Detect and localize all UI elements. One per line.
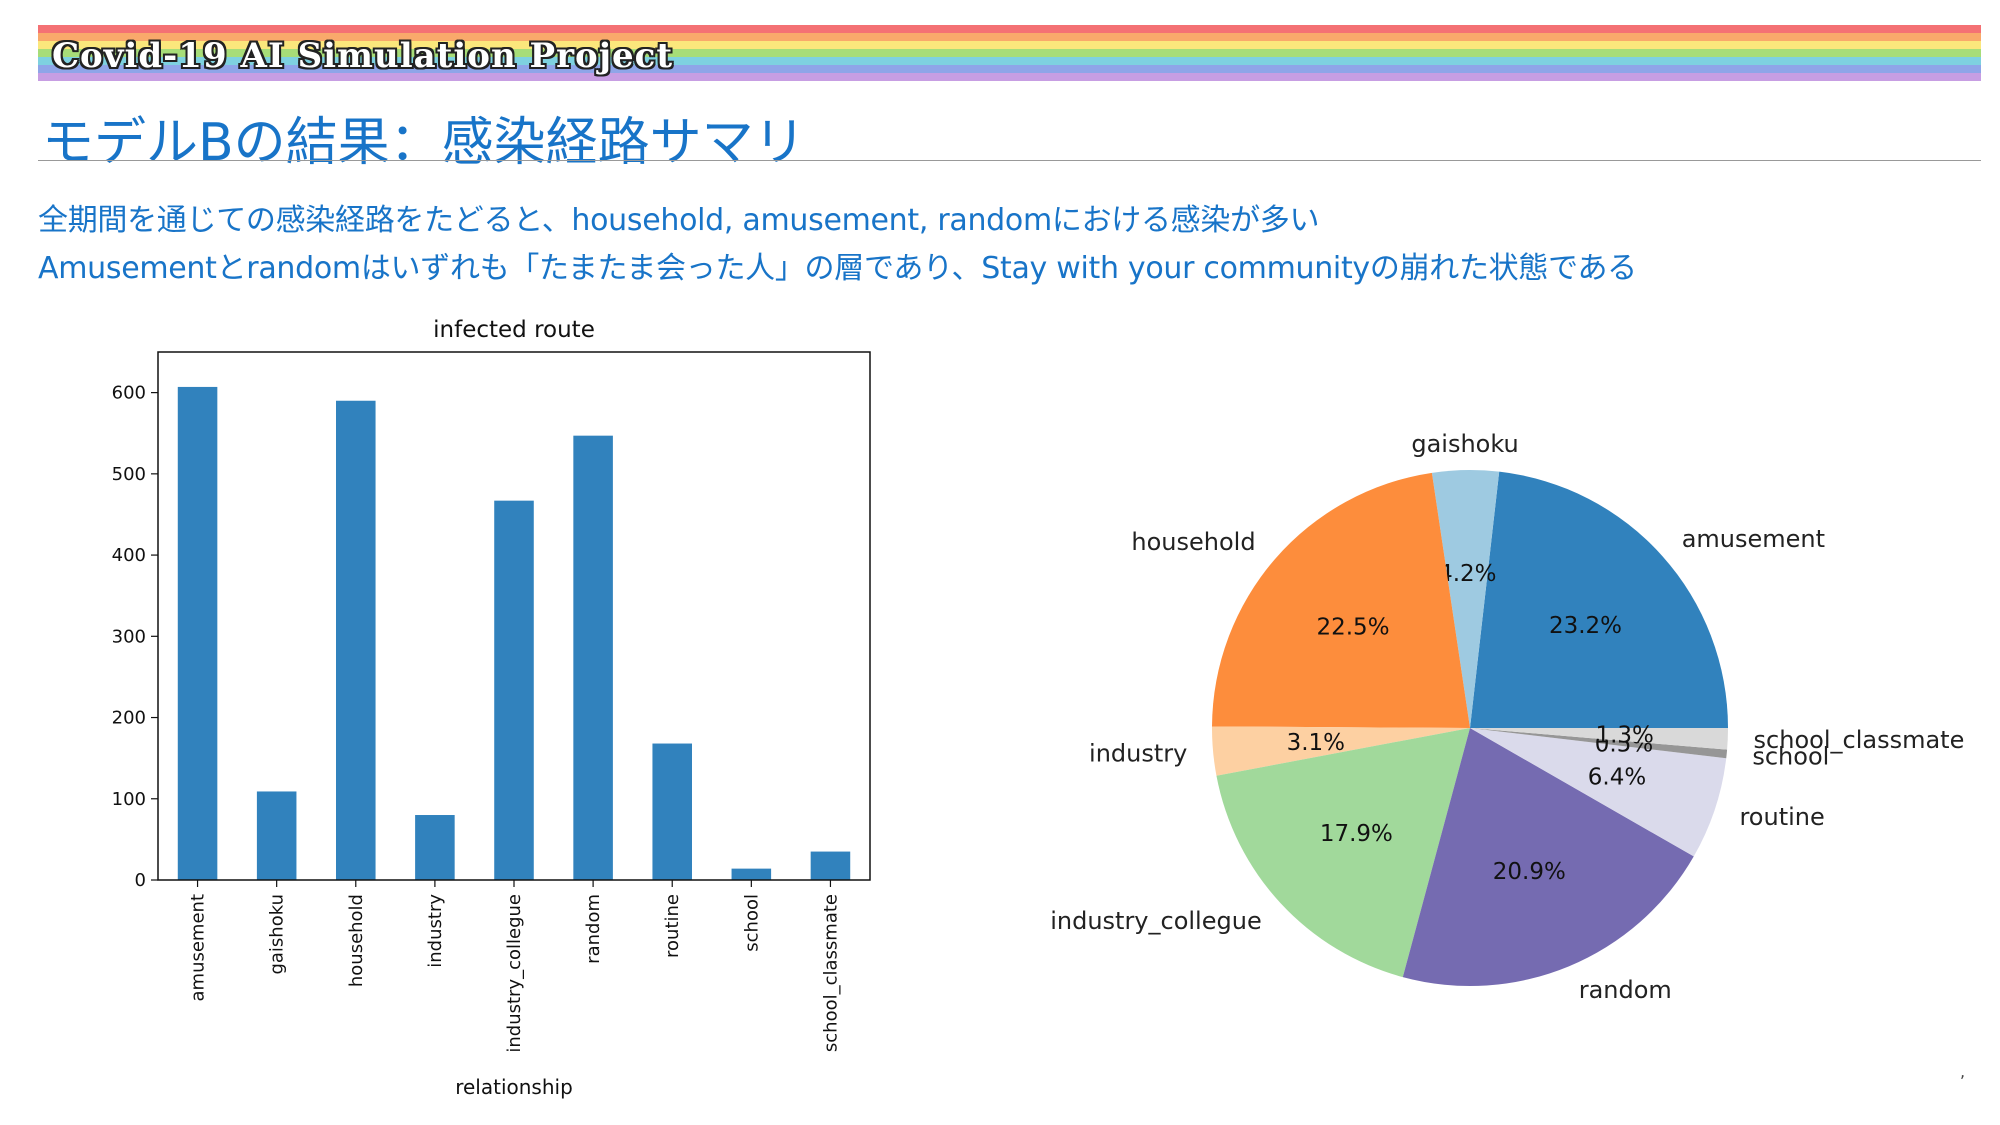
bar-chart-title: infected route bbox=[433, 317, 595, 343]
pie-label-school_classmate: school_classmate bbox=[1754, 726, 1965, 754]
y-tick-label: 100 bbox=[112, 789, 146, 810]
bar-school bbox=[731, 868, 772, 880]
y-tick-label: 600 bbox=[112, 383, 146, 404]
rainbow-stripe bbox=[38, 57, 1981, 65]
bar-school_classmate bbox=[810, 851, 851, 880]
x-tick-label-industry: industry bbox=[425, 894, 446, 968]
pie-label-amusement: amusement bbox=[1682, 525, 1825, 553]
slide-title: モデルBの結果：感染経路サマリ bbox=[42, 113, 806, 173]
pie-label-school: school bbox=[1752, 743, 1829, 771]
x-tick-label-routine: routine bbox=[662, 894, 683, 958]
bar-industry_collegue bbox=[494, 500, 534, 880]
x-axis-label: relationship bbox=[455, 1075, 573, 1099]
x-tick-label-gaishoku: gaishoku bbox=[267, 894, 288, 975]
bar-chart: infected route amusement gaishoku household… bbox=[112, 317, 871, 1099]
x-tick-label-school: school bbox=[741, 894, 762, 952]
slice-school_classmate bbox=[1470, 728, 1728, 750]
pie-pct-gaishoku: 4.2% bbox=[1438, 561, 1496, 587]
pie-pct-school_classmate: 1.3% bbox=[1595, 723, 1653, 749]
x-tick-label-industry_collegue: industry_collegue bbox=[504, 894, 525, 1053]
slice-gaishoku bbox=[1431, 470, 1500, 728]
rainbow-stripe bbox=[38, 25, 1981, 33]
slice-industry bbox=[1211, 726, 1470, 776]
pie-pct-school: 0.5% bbox=[1595, 732, 1653, 758]
bar-household bbox=[336, 400, 376, 880]
pie-pct-industry_collegue: 17.9% bbox=[1320, 821, 1393, 847]
rainbow-stripe bbox=[38, 41, 1981, 49]
title-divider bbox=[38, 160, 1981, 161]
pie-label-industry: industry bbox=[1089, 740, 1187, 768]
project-title: Covid-19 AI Simulation Project bbox=[52, 36, 674, 76]
slice-industry_collegue bbox=[1216, 728, 1470, 978]
rainbow-stripe bbox=[38, 33, 1981, 41]
pie-label-household: household bbox=[1131, 528, 1255, 556]
rainbow-stripe bbox=[38, 73, 1981, 81]
rainbow-stripe bbox=[38, 65, 1981, 73]
y-tick-label: 500 bbox=[112, 464, 146, 485]
pie-pct-random: 20.9% bbox=[1493, 859, 1566, 885]
bar-random bbox=[573, 435, 613, 880]
y-tick-label: 300 bbox=[112, 626, 146, 647]
pie-label-industry_collegue: industry_collegue bbox=[1050, 907, 1262, 935]
corner-mark: , bbox=[1960, 1062, 1966, 1081]
y-tick-label: 400 bbox=[112, 545, 146, 566]
y-tick-label: 0 bbox=[135, 870, 146, 891]
bar-routine bbox=[652, 743, 692, 880]
slice-routine bbox=[1470, 728, 1727, 857]
plot-frame bbox=[157, 351, 871, 881]
slice-amusement bbox=[1470, 471, 1728, 728]
x-tick-label-amusement: amusement bbox=[188, 894, 209, 1002]
summary-line-1: 全期間を通じての感染経路をたどると、household, amusement, … bbox=[38, 203, 1320, 238]
x-tick-label-random: random bbox=[583, 894, 604, 964]
bar-industry bbox=[415, 815, 455, 880]
summary-line-2: Amusementとrandomはいずれも「たまたま会った人」の層であり、Sta… bbox=[38, 251, 1637, 286]
pie-label-random: random bbox=[1579, 976, 1672, 1004]
pie-label-gaishoku: gaishoku bbox=[1411, 430, 1518, 458]
bar-gaishoku bbox=[256, 791, 297, 880]
rainbow-banner bbox=[38, 25, 1981, 89]
bar-amusement bbox=[177, 386, 218, 880]
pie-label-routine: routine bbox=[1739, 803, 1824, 831]
y-tick-label: 200 bbox=[112, 708, 146, 729]
slice-random bbox=[1402, 728, 1694, 986]
pie-pct-routine: 6.4% bbox=[1588, 765, 1646, 791]
rainbow-stripe bbox=[38, 49, 1981, 57]
slice-school bbox=[1470, 728, 1728, 759]
x-tick-label-school_classmate: school_classmate bbox=[820, 894, 841, 1052]
pie-pct-amusement: 23.2% bbox=[1549, 613, 1622, 639]
x-tick-label-household: household bbox=[346, 894, 367, 987]
pie-pct-household: 22.5% bbox=[1316, 615, 1389, 641]
pie-pct-industry: 3.1% bbox=[1287, 730, 1345, 756]
slice-household bbox=[1212, 472, 1470, 728]
